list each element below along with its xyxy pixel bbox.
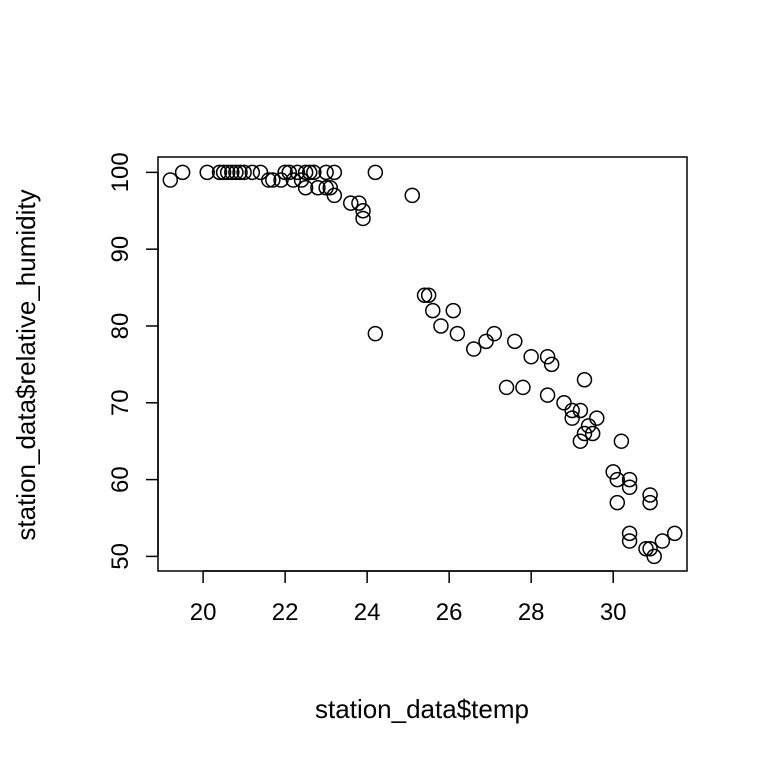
data-point — [342, 195, 359, 211]
data-point — [297, 179, 314, 196]
data-point — [621, 471, 638, 488]
data-point — [584, 425, 601, 442]
data-point — [564, 410, 580, 426]
data-point — [523, 348, 539, 365]
data-point — [199, 164, 215, 181]
data-point — [466, 341, 482, 357]
data-point — [539, 387, 556, 403]
x-tick-label: 20 — [190, 599, 217, 626]
data-point — [420, 287, 437, 304]
data-point — [589, 410, 605, 426]
data-point — [572, 433, 589, 449]
data-point — [404, 187, 420, 204]
x-tick-label: 22 — [272, 599, 299, 626]
data-point — [564, 402, 580, 419]
data-point — [232, 164, 248, 181]
data-point — [498, 379, 515, 396]
data-point — [277, 164, 293, 181]
data-point — [576, 371, 593, 388]
x-tick-label: 26 — [436, 599, 463, 626]
data-point — [252, 164, 269, 181]
data-point — [355, 203, 371, 219]
data-point — [572, 402, 589, 419]
data-point — [162, 172, 179, 188]
y-axis: 50 60 70 80 90 100 — [107, 152, 159, 570]
data-points — [162, 164, 683, 565]
data-point — [318, 164, 334, 181]
data-point — [609, 471, 626, 488]
data-point — [351, 195, 367, 211]
data-point — [576, 425, 593, 442]
data-point — [416, 287, 433, 304]
data-point — [556, 395, 572, 411]
y-tick-label: 50 — [107, 543, 134, 570]
data-point — [306, 164, 322, 181]
data-point — [621, 533, 638, 549]
x-axis-title: station_data$temp — [315, 694, 529, 724]
data-point — [445, 302, 462, 319]
data-point — [449, 325, 466, 342]
data-point — [310, 179, 326, 196]
data-point — [297, 164, 314, 181]
data-point — [224, 164, 240, 181]
data-point — [285, 172, 302, 188]
data-point — [666, 525, 683, 542]
data-point — [642, 494, 658, 511]
x-axis: 20 22 24 26 28 30 — [190, 570, 627, 626]
data-point — [174, 164, 191, 181]
data-point — [425, 302, 441, 319]
data-point — [621, 525, 638, 542]
data-point — [215, 164, 232, 181]
data-point — [543, 356, 560, 373]
data-point — [326, 187, 343, 204]
data-point — [228, 164, 244, 181]
data-point — [301, 164, 318, 181]
data-point — [609, 494, 626, 511]
data-point — [293, 172, 310, 188]
data-point — [433, 318, 449, 334]
data-point — [281, 164, 297, 181]
x-tick-label: 30 — [600, 599, 627, 626]
data-point — [580, 418, 597, 434]
data-point — [621, 479, 638, 496]
data-point — [273, 172, 289, 188]
data-point — [642, 540, 658, 557]
data-point — [326, 164, 343, 181]
data-point — [478, 333, 494, 350]
x-tick-label: 24 — [354, 599, 381, 626]
data-point — [367, 325, 384, 342]
data-point — [605, 464, 621, 480]
data-point — [646, 548, 662, 565]
y-axis-title: station_data$relative_humidity — [11, 189, 41, 540]
data-point — [289, 164, 306, 181]
data-point — [613, 433, 630, 449]
data-point — [367, 164, 384, 181]
data-point — [638, 540, 654, 557]
data-point — [654, 533, 671, 549]
data-point — [211, 164, 228, 181]
y-tick-label: 100 — [107, 152, 134, 192]
y-tick-label: 70 — [107, 389, 134, 416]
y-tick-label: 90 — [107, 236, 134, 263]
data-point — [219, 164, 236, 181]
data-point — [265, 172, 281, 188]
data-point — [515, 379, 531, 396]
y-tick-label: 60 — [107, 466, 134, 493]
data-point — [244, 164, 261, 181]
data-point — [507, 333, 523, 350]
data-point — [236, 164, 252, 181]
data-point — [642, 487, 658, 503]
data-point — [318, 179, 334, 196]
data-point — [260, 172, 277, 188]
data-point — [486, 325, 503, 342]
data-point — [322, 179, 338, 196]
data-point — [355, 210, 371, 227]
y-tick-label: 80 — [107, 313, 134, 340]
x-tick-label: 28 — [518, 599, 545, 626]
data-point — [539, 348, 556, 365]
